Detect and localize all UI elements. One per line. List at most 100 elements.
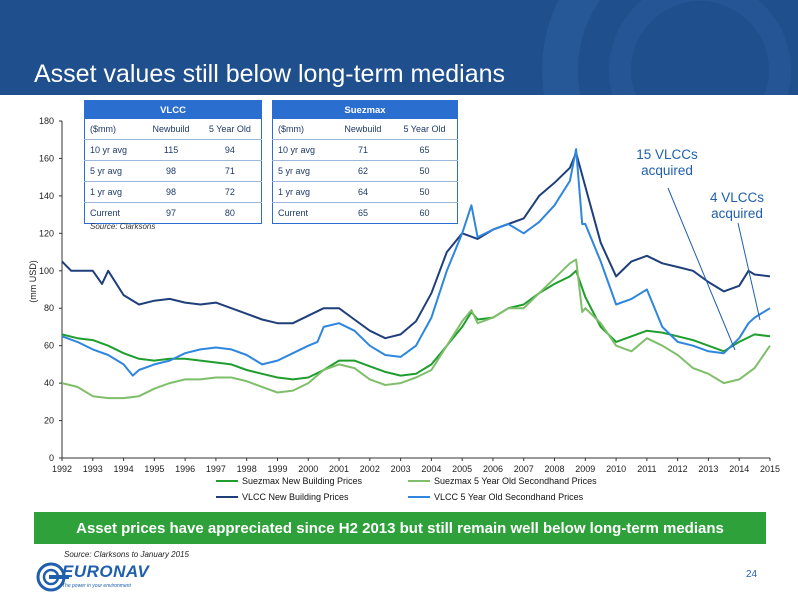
legend-item-vlcc-5yr: VLCC 5 Year Old Secondhand Prices: [408, 492, 583, 502]
table-cell: 94: [198, 139, 262, 161]
series-line-2: [61, 151, 771, 340]
annotation-4-vlccs: 4 VLCCs acquired: [709, 190, 765, 221]
y-tick-label: 140: [39, 191, 54, 201]
suezmax-table: Suezmax ($mm) Newbuild 5 Year Old 10 yr …: [272, 100, 458, 224]
legend-label: VLCC New Building Prices: [242, 492, 349, 502]
summary-banner: Asset prices have appreciated since H2 2…: [34, 512, 766, 544]
x-tick-label: 2001: [329, 464, 349, 474]
legend-swatch: [216, 496, 238, 498]
table-cell: Current: [84, 202, 144, 224]
table-cell: 64: [333, 181, 392, 203]
suezmax-table-title: Suezmax: [272, 100, 458, 119]
x-tick-label: 2002: [360, 464, 380, 474]
vlcc-header-unit: ($mm): [90, 124, 116, 134]
y-tick-label: 160: [39, 153, 54, 163]
x-tick-label: 1996: [175, 464, 195, 474]
y-tick-label: 100: [39, 266, 54, 276]
table-cell: 71: [333, 139, 392, 161]
table-cell: Current: [272, 202, 334, 224]
x-tick-label: 1992: [52, 464, 72, 474]
table-cell: 65: [391, 139, 458, 161]
x-tick-label: 2013: [698, 464, 718, 474]
y-tick-label: 180: [39, 116, 54, 126]
table-cell: 80: [198, 202, 262, 224]
table-cell: 62: [333, 160, 392, 182]
table-cell: 115: [143, 139, 199, 161]
table-cell: 72: [198, 181, 262, 203]
header-decoration: [542, 0, 791, 95]
x-tick-label: 2007: [514, 464, 534, 474]
y-tick-label: 60: [44, 341, 54, 351]
y-tick-label: 0: [49, 453, 54, 463]
footer-source-note: Source: Clarksons to January 2015: [64, 550, 189, 559]
x-tick-label: 2008: [545, 464, 565, 474]
annotation-15-pointer: [667, 187, 736, 351]
x-tick-label: 1994: [114, 464, 134, 474]
x-tick-label: 1998: [237, 464, 257, 474]
x-tick-label: 2009: [575, 464, 595, 474]
vlcc-table: VLCC ($mm) Newbuild 5 Year Old 10 yr avg…: [84, 100, 262, 224]
annotation-15-vlccs: 15 VLCCs acquired: [636, 147, 698, 178]
legend-item-suezmax-newbuild: Suezmax New Building Prices: [216, 476, 362, 486]
table-cell: 97: [143, 202, 199, 224]
x-tick-label: 2015: [760, 464, 780, 474]
y-tick-label: 120: [39, 228, 54, 238]
euronav-logo-icon: [36, 562, 69, 592]
table-cell: 5 yr avg: [84, 160, 144, 182]
legend-swatch: [408, 496, 430, 498]
table-cell: 65: [333, 202, 392, 224]
x-tick-label: 1999: [267, 464, 287, 474]
y-tick-label: 40: [44, 378, 54, 388]
x-tick-label: 2010: [606, 464, 626, 474]
suezmax-header-5yr: 5 Year Old: [403, 124, 446, 134]
logo-name: EURONAV: [62, 562, 150, 581]
suezmax-header-unit: ($mm): [278, 124, 304, 134]
suezmax-header-newbuild: Newbuild: [344, 124, 382, 134]
page-number: 24: [746, 569, 758, 580]
series-line-3: [61, 148, 771, 377]
vlcc-header-newbuild: Newbuild: [152, 124, 190, 134]
legend-item-vlcc-newbuild: VLCC New Building Prices: [216, 492, 349, 502]
table-cell: 50: [391, 181, 458, 203]
table-cell: 10 yr avg: [84, 139, 144, 161]
table-cell: 98: [143, 160, 199, 182]
series-line-1: [61, 258, 771, 400]
legend-swatch: [408, 480, 430, 482]
slide-title: Asset values still below long-term media…: [34, 60, 506, 88]
table-cell: 98: [143, 181, 199, 203]
x-tick-label: 1997: [206, 464, 226, 474]
legend-label: Suezmax 5 Year Old Secondhand Prices: [434, 476, 597, 486]
table-source-note: Source: Clarksons: [90, 222, 156, 231]
table-cell: 1 yr avg: [272, 181, 334, 203]
vlcc-header-5yr: 5 Year Old: [208, 124, 251, 134]
logo-tagline: The power in your environment: [62, 583, 131, 589]
vlcc-table-title: VLCC: [84, 100, 262, 119]
table-cell: 71: [198, 160, 262, 182]
table-cell: 60: [391, 202, 458, 224]
table-cell: 5 yr avg: [272, 160, 334, 182]
x-tick-label: 2011: [637, 464, 656, 474]
y-tick-label: 80: [44, 303, 54, 313]
x-tick-label: 2014: [729, 464, 749, 474]
x-tick-label: 2000: [298, 464, 318, 474]
legend-swatch: [216, 480, 238, 482]
x-tick-label: 2005: [452, 464, 472, 474]
x-tick-label: 2012: [668, 464, 688, 474]
table-cell: 50: [391, 160, 458, 182]
table-cell: 10 yr avg: [272, 139, 334, 161]
legend-item-suezmax-5yr: Suezmax 5 Year Old Secondhand Prices: [408, 476, 597, 486]
x-tick-label: 2006: [483, 464, 503, 474]
y-axis-label: (mm USD): [28, 260, 38, 303]
legend-label: Suezmax New Building Prices: [242, 476, 363, 486]
annotation-4-pointer: [737, 222, 761, 321]
line-chart: 0 20 40 60 80 100 120 140 160 180 1992 1993 1994 1995…: [28, 116, 780, 474]
y-tick-label: 20: [44, 416, 54, 426]
x-tick-label: 1995: [144, 464, 164, 474]
x-tick-label: 2004: [421, 464, 441, 474]
table-cell: 1 yr avg: [84, 181, 144, 203]
legend-label: VLCC 5 Year Old Secondhand Prices: [434, 492, 584, 502]
slide-header: Asset values still below long-term media…: [0, 0, 798, 95]
x-tick-label: 2003: [391, 464, 411, 474]
series-line-0: [61, 269, 771, 381]
x-tick-label: 1993: [83, 464, 103, 474]
